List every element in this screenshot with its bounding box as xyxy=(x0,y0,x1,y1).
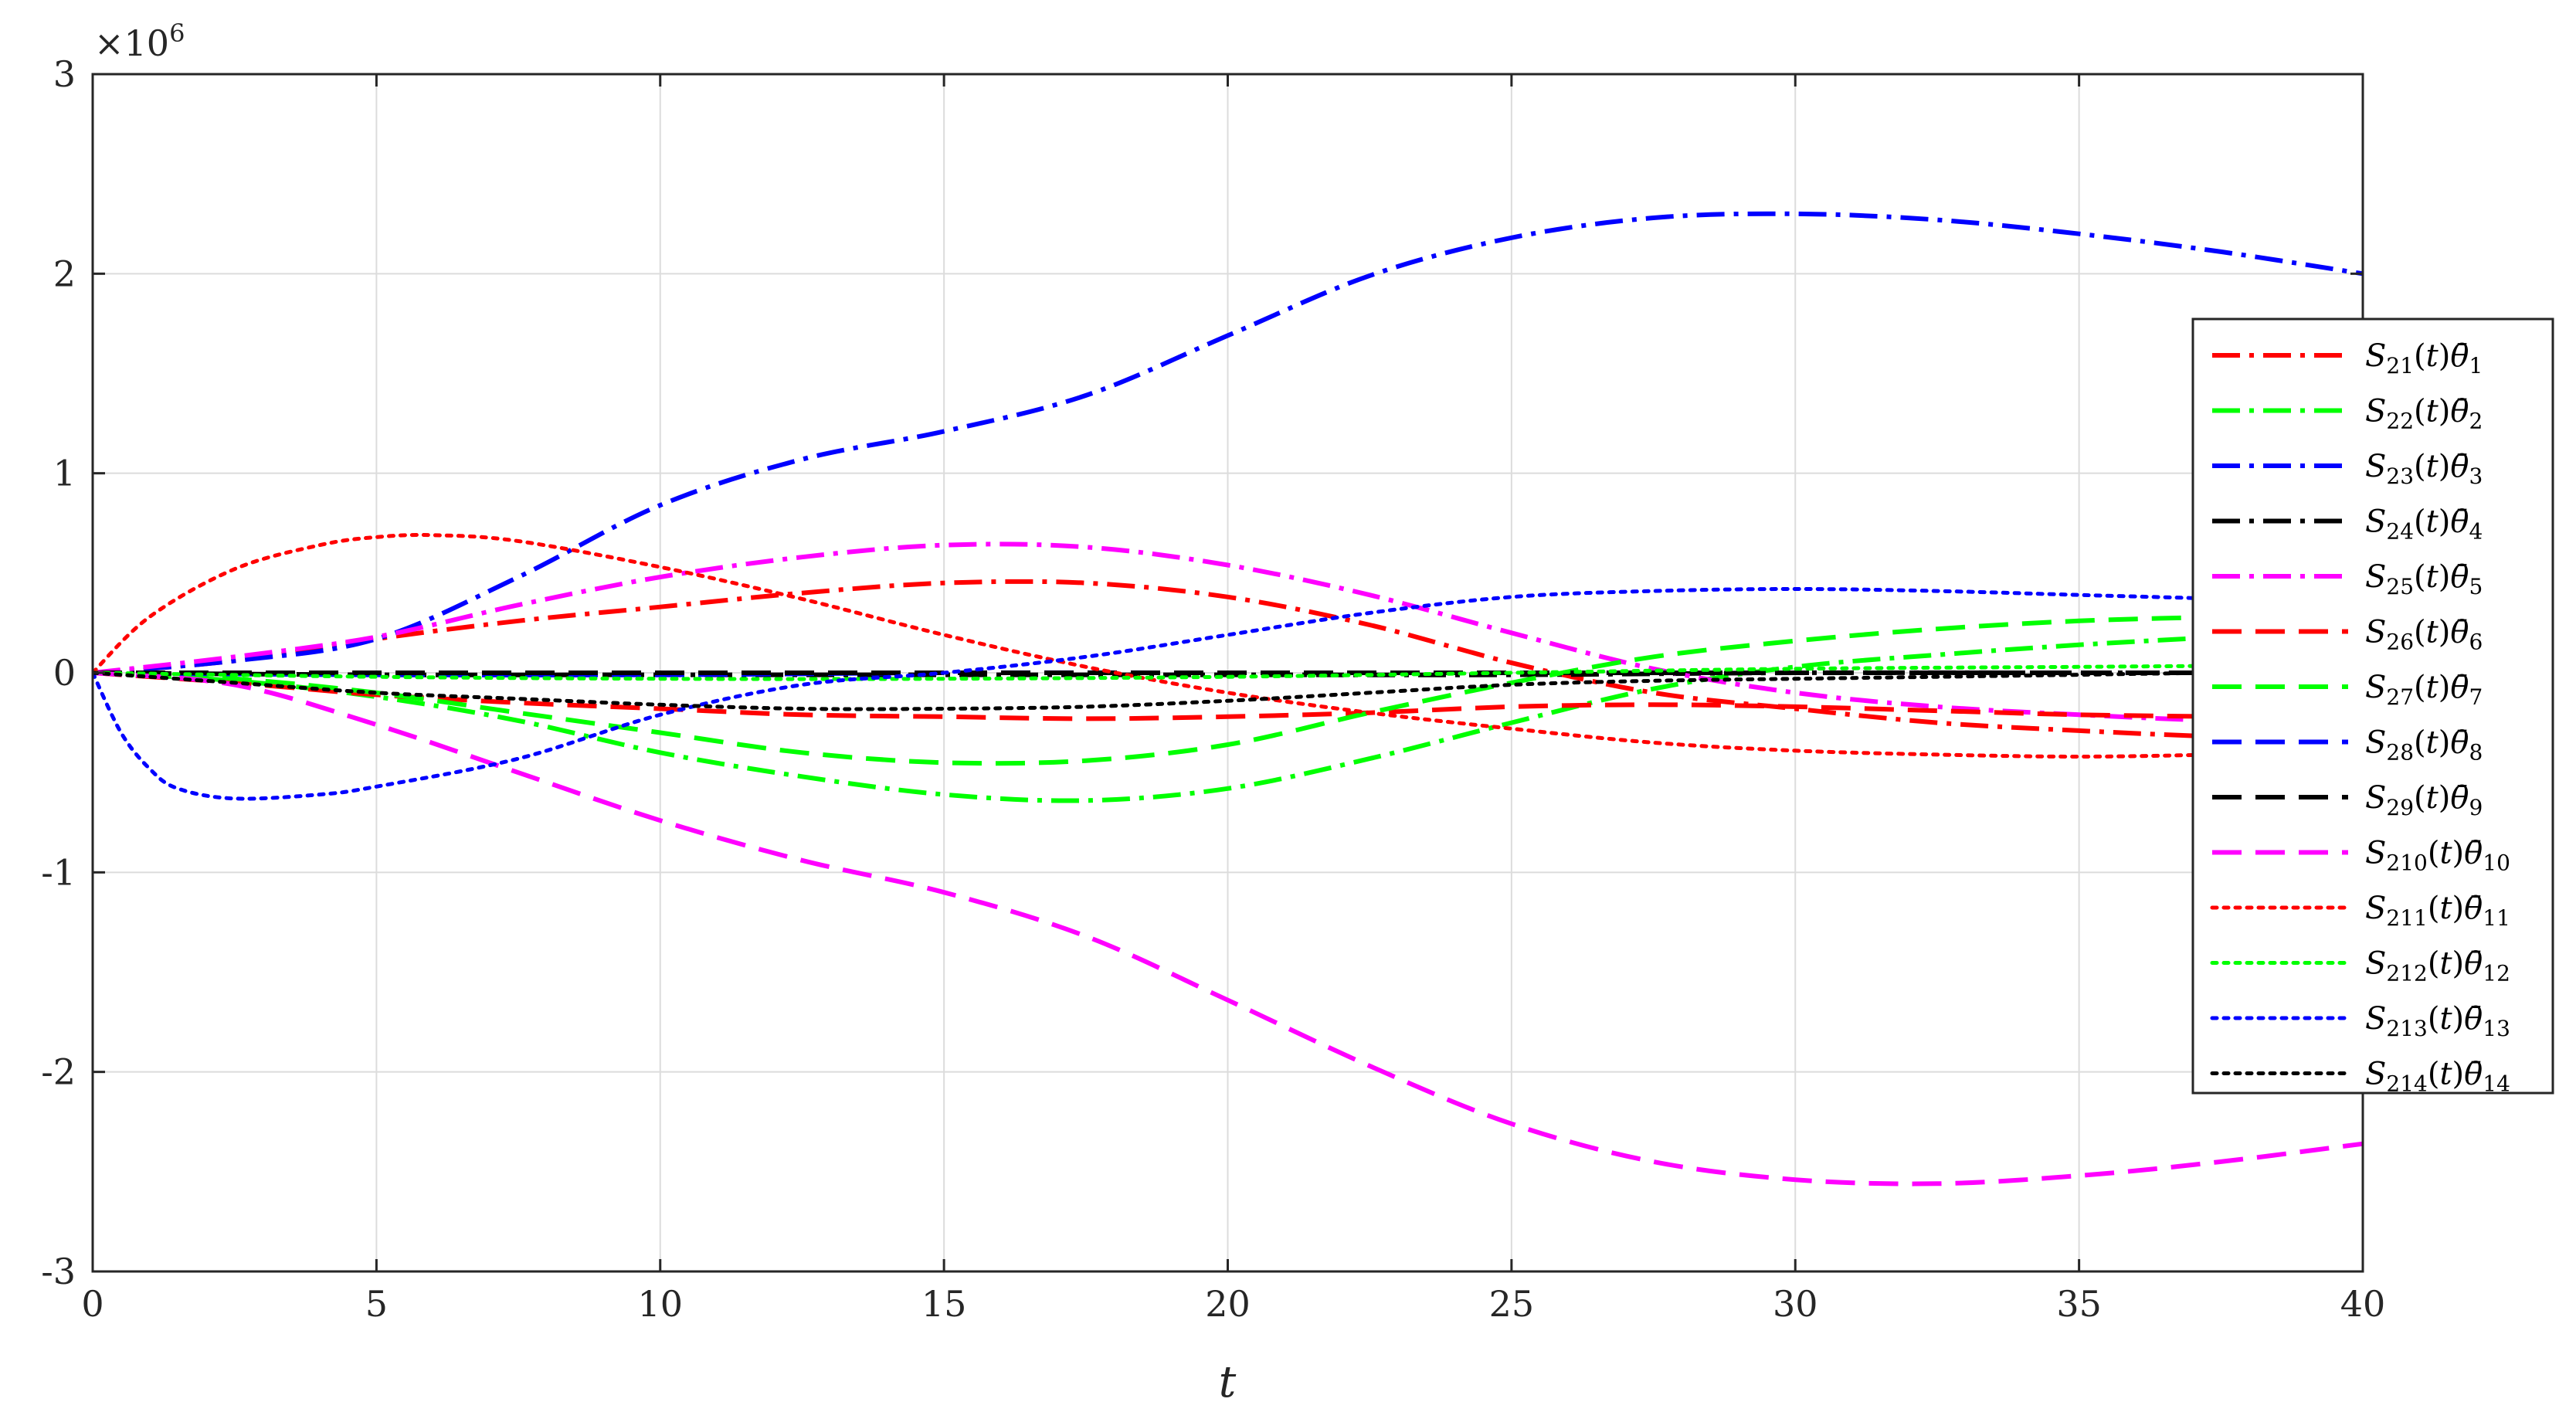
series-layer xyxy=(93,211,2363,1186)
x-tick-label: 35 xyxy=(2056,1283,2102,1325)
y-exponent-label: ×106 xyxy=(94,19,185,64)
legend-label-9: S29(t)θ̄9 xyxy=(2365,780,2483,820)
series-line-1 xyxy=(93,579,2363,742)
x-tick-label: 0 xyxy=(81,1283,104,1325)
series-line-7 xyxy=(93,613,2363,766)
x-tick-label: 25 xyxy=(1489,1283,1535,1325)
legend-label-4: S24(t)θ̄4 xyxy=(2365,504,2483,545)
series-line-13 xyxy=(93,586,2363,801)
series-line-3 xyxy=(93,211,2363,675)
legend-label-7: S27(t)θ̄7 xyxy=(2365,670,2483,710)
legend: S21(t)θ̄1 S22(t)θ̄2 S23(t)θ̄3 S24(t)θ̄4 S25(… xyxy=(2191,317,2554,1097)
legend-label-12: S212(t)θ̄12 xyxy=(2365,946,2510,986)
x-tick-label: 40 xyxy=(2340,1283,2386,1325)
y-tick-label: 0 xyxy=(53,652,76,694)
y-tick-label: 1 xyxy=(53,453,76,494)
series-line-10 xyxy=(93,670,2363,1186)
y-tick-label: 2 xyxy=(53,253,76,294)
series-line-5 xyxy=(93,541,2363,725)
series-line-11 xyxy=(93,533,2363,759)
series-line-2 xyxy=(93,626,2363,803)
legend-label-8: S28(t)θ̄8 xyxy=(2365,725,2483,766)
legend-label-6: S26(t)θ̄6 xyxy=(2365,615,2483,655)
x-tick-label: 20 xyxy=(1205,1283,1251,1325)
series-line-12 xyxy=(93,663,2363,681)
series-line-14 xyxy=(93,670,2363,711)
legend-label-13: S213(t)θ̄13 xyxy=(2365,1001,2510,1041)
x-tick-label: 10 xyxy=(637,1283,683,1325)
y-tick-label: -2 xyxy=(41,1051,76,1093)
series-line-6 xyxy=(93,670,2363,721)
y-tick-labels: -3 -2 -1 0 1 2 3 xyxy=(41,53,76,1292)
legend-label-10: S210(t)θ̄10 xyxy=(2365,836,2510,876)
x-tick-label: 5 xyxy=(365,1283,388,1325)
legend-label-5: S25(t)θ̄5 xyxy=(2365,559,2483,599)
x-tick-label: 15 xyxy=(921,1283,967,1325)
legend-label-3: S23(t)θ̄3 xyxy=(2365,449,2483,489)
y-tick-label: 3 xyxy=(53,53,76,95)
x-tick-labels: 0 5 10 15 20 25 30 35 40 xyxy=(81,1283,2385,1325)
x-axis-label: t xyxy=(1219,1357,1237,1407)
legend-label-2: S22(t)θ̄2 xyxy=(2365,394,2483,434)
legend-label-14: S214(t)θ̄14 xyxy=(2365,1057,2510,1097)
y-tick-label: -1 xyxy=(41,851,76,893)
legend-label-11: S211(t)θ̄11 xyxy=(2365,891,2510,931)
y-tick-label: -3 xyxy=(41,1251,76,1292)
x-tick-label: 30 xyxy=(1773,1283,1818,1325)
legend-label-1: S21(t)θ̄1 xyxy=(2365,338,2483,379)
